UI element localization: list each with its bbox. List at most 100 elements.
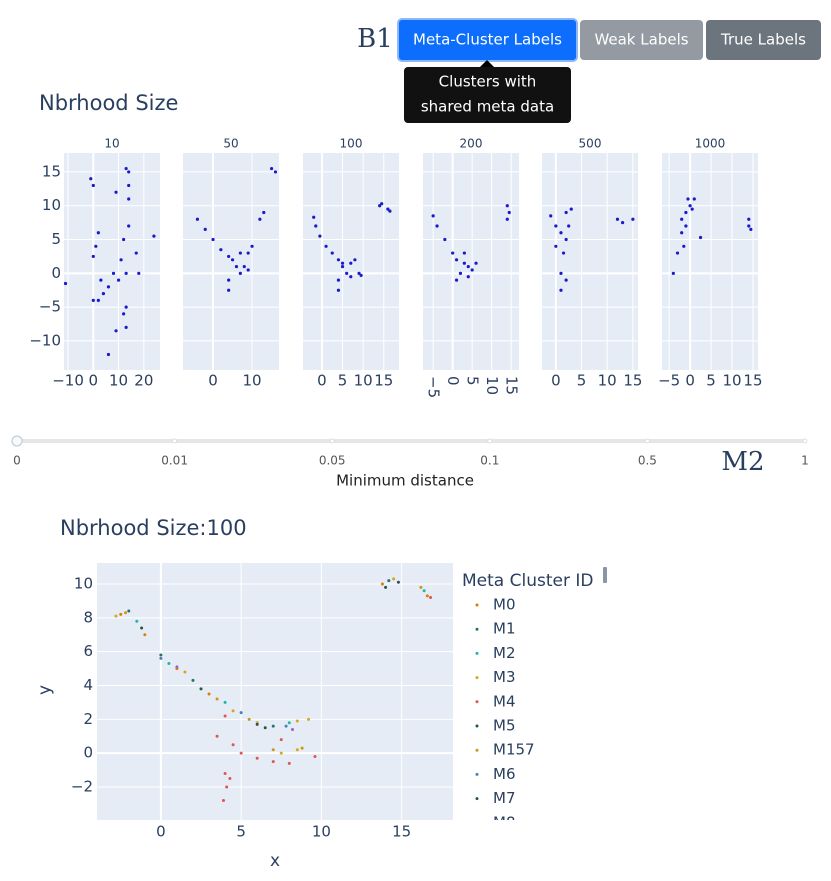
point [258,217,262,221]
point [290,727,294,731]
point [675,251,680,255]
legend-label[interactable]: M7 [493,789,516,807]
x-tick-label: 0 [551,372,561,390]
point [336,258,341,262]
x-tick-label: 10 [109,372,128,390]
button[interactable] [706,20,821,60]
point [505,217,509,221]
point [680,217,684,221]
point [140,626,144,630]
point [688,204,692,208]
point [91,254,95,259]
point [227,254,231,259]
slider-step [487,438,493,444]
point [221,799,225,803]
point [324,244,328,248]
slider-track [17,439,805,443]
point [122,237,126,242]
legend-label[interactable]: M5 [493,717,516,735]
button-label[interactable]: True Labels [720,31,806,49]
point [564,210,568,215]
legend-label[interactable]: M2 [493,644,516,662]
legend-marker [475,797,479,801]
tooltip-text: Clusters with [439,73,537,91]
legend-label[interactable]: M157 [493,741,535,759]
x-tick-label: 5 [706,372,716,390]
point [392,577,396,581]
point [124,611,128,615]
legend-marker [475,651,479,655]
tooltip-text: shared meta data [421,98,554,116]
point [295,719,299,723]
legend-label[interactable]: M0 [493,596,516,614]
point [227,288,231,292]
slider-step [802,438,808,444]
point [215,697,219,701]
point [238,251,242,255]
point [159,656,163,660]
y-tick-label: 15 [42,162,61,180]
point [231,743,235,747]
point [127,224,131,228]
slider-step [644,438,650,444]
button-label[interactable]: Weak Labels [594,31,688,49]
point [466,275,470,279]
point [223,714,227,718]
button[interactable] [580,20,703,60]
point [559,288,563,292]
slider-handle[interactable] [11,435,23,447]
y-tick-label: 10 [42,196,61,214]
y-tick-label: 0 [51,264,61,282]
point [345,271,349,275]
panel-title: 500 [579,137,602,151]
legend-scrollbar[interactable] [603,567,607,583]
legend-label[interactable]: M4 [493,692,516,710]
point [223,700,227,704]
y-tick-label: 0 [83,744,93,762]
point [127,609,131,613]
point [127,183,131,188]
panel-title: 1000 [695,137,726,151]
point [357,271,361,275]
legend-label[interactable]: M3 [493,668,516,686]
point [462,251,466,255]
panel-title: 50 [223,137,238,151]
point [114,190,118,194]
point [242,264,246,269]
legend-marker [475,700,479,704]
legend-label[interactable]: M8 [493,813,516,831]
point [429,596,433,600]
x-tick-label: 0 [444,376,462,386]
point [380,582,384,586]
point [106,352,111,357]
point [387,579,391,583]
point [684,210,688,215]
point [238,271,242,275]
point [246,268,250,272]
point [318,234,322,238]
point [271,724,275,728]
legend-label[interactable]: M1 [493,620,516,638]
point [124,271,128,275]
x-tick-label: 5 [464,376,482,386]
x-tick-label: 15 [374,372,393,390]
point [124,166,128,171]
plot-area [183,153,279,370]
point [91,183,95,188]
point [684,224,688,228]
slider-label: Minimum distance [336,472,474,490]
point [96,231,100,235]
point [349,261,353,265]
point [263,726,267,730]
legend-label[interactable]: M6 [493,765,516,783]
button-label[interactable]: Meta-Cluster Labels [413,31,562,49]
point [127,170,131,174]
point [353,258,357,262]
x-tick-label: 10 [354,372,373,390]
x-tick-label: 10 [243,372,262,390]
tooltip [404,67,571,123]
annotation: M2 [721,447,764,477]
point [119,612,123,616]
point [564,278,568,282]
